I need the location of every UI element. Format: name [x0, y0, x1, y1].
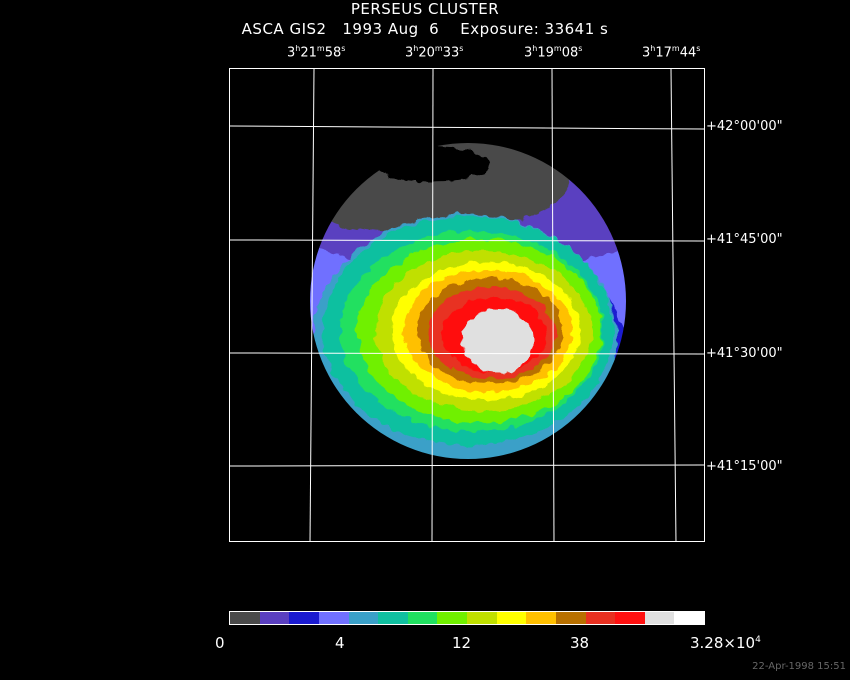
image-title: PERSEUS CLUSTER [350, 0, 500, 18]
colorbar-swatch [407, 612, 438, 624]
colorbar-label-max: 3.28×104 [690, 634, 761, 652]
colorbar-swatch [585, 612, 616, 624]
ra-tick-label: 3h17m44s [642, 44, 701, 61]
image-subtitle: ASCA GIS2 1993 Aug 6 Exposure: 33641 s [241, 20, 609, 38]
dec-tick-label: +41°30'00" [706, 346, 783, 361]
colorbar-swatch [437, 612, 467, 624]
colorbar-label-38: 38 [570, 634, 590, 652]
colorbar-swatch [555, 612, 586, 624]
colorbar-swatch [615, 612, 645, 624]
colorbar [229, 611, 705, 625]
timestamp: 22-Apr-1998 15:51 [752, 661, 846, 672]
colorbar-swatch [230, 612, 260, 624]
colorbar-swatch [467, 612, 497, 624]
dec-tick-label: +41°15'00" [706, 459, 783, 474]
colorbar-swatch [348, 612, 379, 624]
colorbar-swatch [496, 612, 527, 624]
colorbar-swatch [289, 612, 319, 624]
colorbar-label-4: 4 [335, 634, 345, 652]
ra-tick-label: 3h21m58s [287, 44, 346, 61]
colorbar-label-0: 0 [215, 634, 225, 652]
colorbar-swatch [526, 612, 556, 624]
colorbar-swatch [674, 612, 704, 624]
ra-tick-label: 3h19m08s [524, 44, 583, 61]
dec-tick-label: +42°00'00" [706, 119, 783, 134]
ra-tick-label: 3h20m33s [405, 44, 464, 61]
colorbar-swatch [259, 612, 290, 624]
colorbar-label-12: 12 [452, 634, 472, 652]
colorbar-swatch [644, 612, 675, 624]
coordinate-grid [230, 69, 704, 541]
colorbar-swatch [318, 612, 349, 624]
dec-tick-label: +41°45'00" [706, 232, 783, 247]
colorbar-swatch [378, 612, 408, 624]
detector-disk [310, 143, 626, 459]
image-frame [229, 68, 705, 542]
xray-image [230, 69, 704, 541]
